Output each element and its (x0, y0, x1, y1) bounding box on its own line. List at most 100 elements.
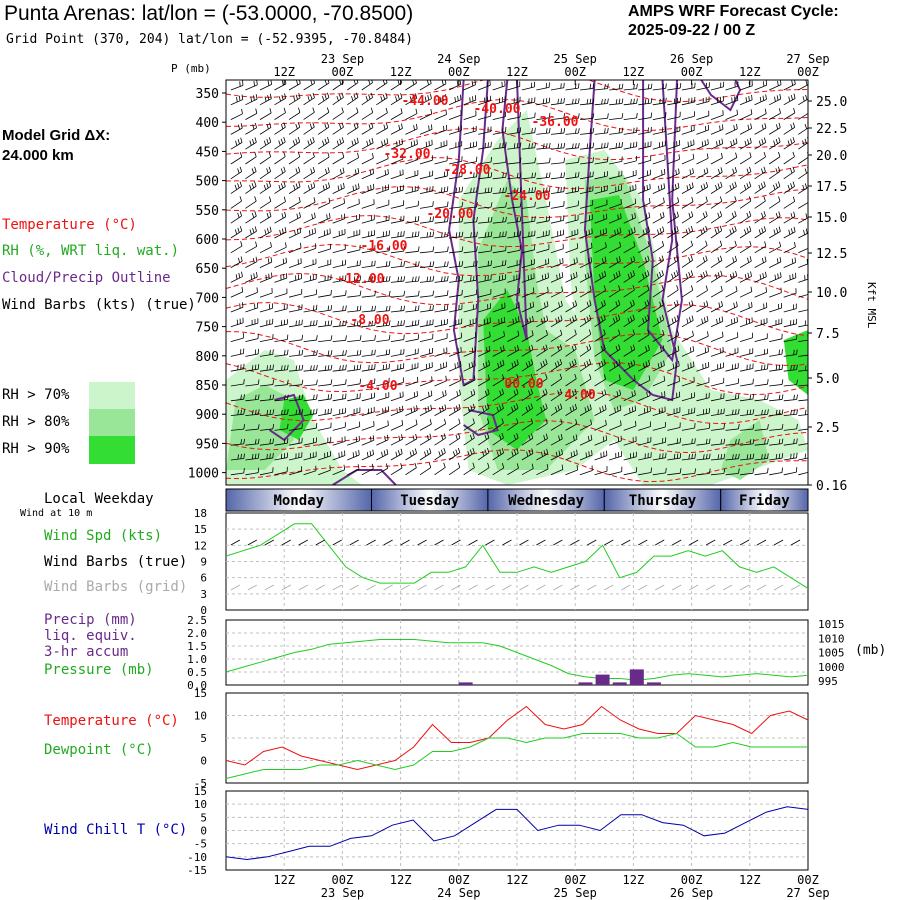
wind-barb (565, 469, 578, 476)
wind-barb-flag (263, 140, 267, 146)
temperature-label: Temperature (°C) (44, 713, 179, 729)
wind-barb-flag (781, 394, 784, 400)
wind-barb (667, 144, 680, 150)
wind-barb (769, 323, 782, 328)
wind-barb-flag (705, 285, 708, 291)
wind-barb (405, 235, 419, 239)
panel-y-tick-right: 1005 (818, 647, 845, 660)
wind-barb-flag (282, 258, 285, 264)
wind-barb (710, 171, 723, 180)
wind-barb-flag (555, 318, 558, 324)
wind-barb (317, 126, 330, 135)
wind-barb (667, 411, 680, 416)
wind-barb-flag (774, 274, 777, 280)
wind-barb-flag (574, 314, 577, 320)
temperature-label: -4.00 (358, 379, 397, 394)
wind-barb-flag (574, 403, 577, 409)
wind-barb (318, 263, 331, 268)
forecast-label: AMPS WRF Forecast Cycle: (628, 3, 839, 20)
wind-barb-flag (589, 143, 592, 149)
wind-barb (405, 220, 419, 224)
wind-barb-flag (749, 240, 752, 247)
wind-barb (434, 409, 447, 416)
wind-barb-flag (686, 318, 689, 324)
wind-barb-flag (427, 95, 430, 101)
wind-barb (419, 423, 432, 431)
wind-barb-flag (385, 305, 388, 312)
dewpoint-label: Dewpoint (°C) (44, 742, 154, 758)
wind-barb-flag (298, 394, 301, 400)
wind-barb (332, 111, 344, 120)
wind-barb (768, 141, 781, 150)
wind-barb-flag (374, 290, 376, 296)
wind-barb-flag (409, 96, 412, 102)
wind-barb (361, 354, 375, 357)
wind-barb (492, 378, 505, 387)
wind-barb (347, 411, 360, 416)
wind-barb-flag (687, 363, 689, 369)
wind-barb-flag (487, 374, 490, 380)
wind-barb-flag (251, 212, 255, 218)
wind-barb-flag (314, 227, 316, 233)
wind-barb (739, 128, 752, 135)
wind-barb (259, 277, 273, 283)
wind-barb-flag (328, 197, 331, 203)
wind-barb-flag (254, 181, 257, 187)
wind-barb-flag (254, 122, 257, 128)
wind-barb (594, 409, 607, 416)
wind-barb-flag (239, 166, 243, 172)
wind-barb (259, 156, 271, 165)
wind-barb-flag (241, 286, 244, 292)
wind-barb-flag (747, 257, 750, 263)
wind-barb-flag (269, 349, 271, 355)
wind-barb (638, 364, 650, 372)
wind-barb (594, 246, 607, 254)
wind-barb-flag (804, 138, 807, 144)
wind-barb (579, 378, 592, 387)
wind-barb (317, 156, 330, 165)
wind-barb (798, 309, 808, 313)
wind-barb (347, 280, 361, 283)
wind-barb-flag (476, 246, 478, 252)
wind-barb-flag (721, 301, 723, 307)
wind-barb (580, 103, 594, 106)
wind-barb (798, 354, 808, 357)
wind-barb (740, 368, 753, 372)
wind-barb-true (773, 539, 784, 546)
wind-barb-flag (470, 405, 473, 411)
wind-barb (739, 85, 753, 91)
wind-barb (478, 100, 491, 106)
wind-barb-flag (586, 345, 589, 351)
wind-barb-flag (804, 168, 807, 174)
wind-barb (580, 88, 594, 91)
wind-barb (550, 176, 564, 180)
wind-barb-flag (634, 405, 637, 411)
wind-barb-flag (781, 409, 784, 415)
wind-barb-flag (356, 107, 359, 113)
wind-barb-flag (531, 448, 534, 454)
wind-barb (608, 232, 622, 239)
wind-barb (521, 320, 534, 328)
wind-barb (710, 428, 724, 431)
wind-barb (652, 365, 665, 372)
wind-barb-flag (631, 228, 633, 234)
wind-barb-flag (618, 98, 621, 104)
wind-barb (318, 369, 332, 372)
wind-barb-flag (720, 285, 723, 291)
wind-barb-flag (647, 83, 650, 89)
wind-barb-flag (474, 346, 477, 352)
wind-barb (521, 468, 534, 476)
wind-barb-flag (281, 80, 284, 86)
wind-barb-flag (400, 463, 403, 469)
wind-barb (318, 309, 332, 313)
wind-barb-flag (805, 228, 808, 234)
wind-barb-flag (661, 170, 663, 176)
top-date-label: 25 Sep (554, 52, 597, 66)
wind-barb-flag (272, 452, 274, 458)
wind-barb-flag (720, 255, 723, 261)
wind-barb-flag (485, 361, 488, 367)
wind-barb-flag (441, 434, 444, 440)
wind-barb-flag (447, 201, 449, 207)
wind-barb-flag (239, 152, 243, 158)
wind-barb (259, 307, 273, 313)
